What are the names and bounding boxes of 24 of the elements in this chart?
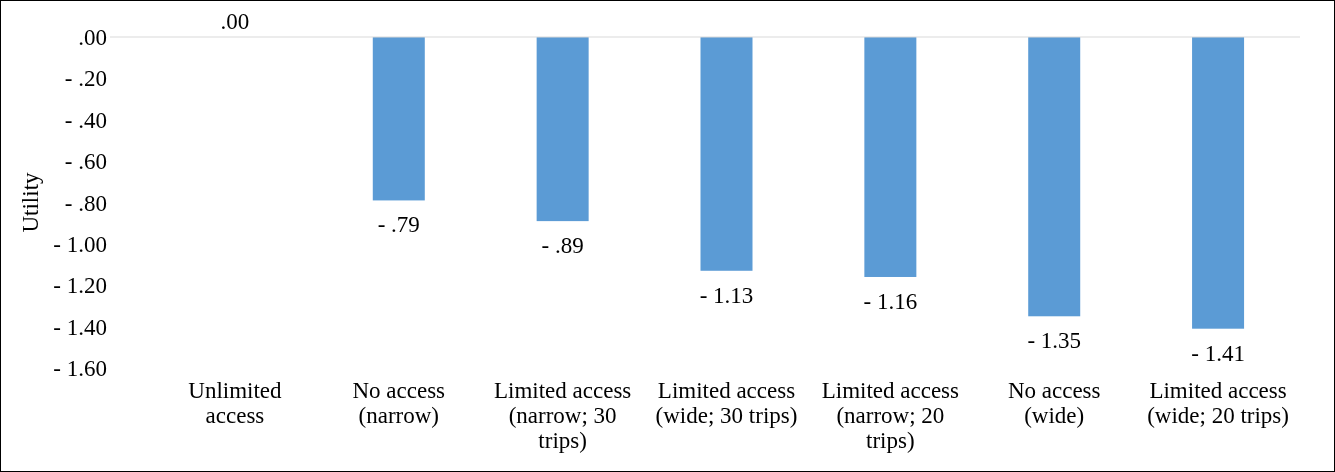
data-label: - .89 (541, 233, 584, 259)
y-tick-label: - 1.60 (53, 356, 107, 382)
y-tick-label: - .20 (64, 66, 107, 92)
data-label: - 1.13 (699, 282, 754, 308)
y-tick-label: - 1.00 (53, 231, 107, 257)
data-label: - 1.16 (863, 288, 918, 314)
y-tick-label: - .40 (64, 107, 107, 133)
x-tick-label: Unlimited access (188, 378, 283, 428)
data-label: .00 (220, 9, 250, 34)
x-tick-label: Limited access (narrow; 20 trips) (821, 378, 960, 453)
y-tick-label: - 1.40 (53, 314, 107, 340)
x-tick-label: Limited access (wide; 20 trips) (1147, 378, 1289, 428)
y-tick-label: - .80 (64, 190, 107, 216)
x-tick-label: Limited access (wide; 30 trips) (655, 378, 798, 428)
data-label: - 1.41 (1191, 340, 1245, 366)
y-tick-label: - .60 (64, 149, 107, 175)
y-tick-label: .00 (78, 25, 107, 51)
x-tick-label: No access (wide) (1007, 378, 1101, 428)
x-tick-label: No access (narrow) (352, 378, 446, 428)
data-label: - .79 (377, 212, 420, 238)
y-tick-label: - 1.20 (53, 273, 107, 299)
data-label: - 1.35 (1027, 328, 1082, 354)
y-axis-title: Utility (18, 171, 44, 233)
x-tick-label: Limited access (narrow; 30 trips) (493, 378, 632, 453)
